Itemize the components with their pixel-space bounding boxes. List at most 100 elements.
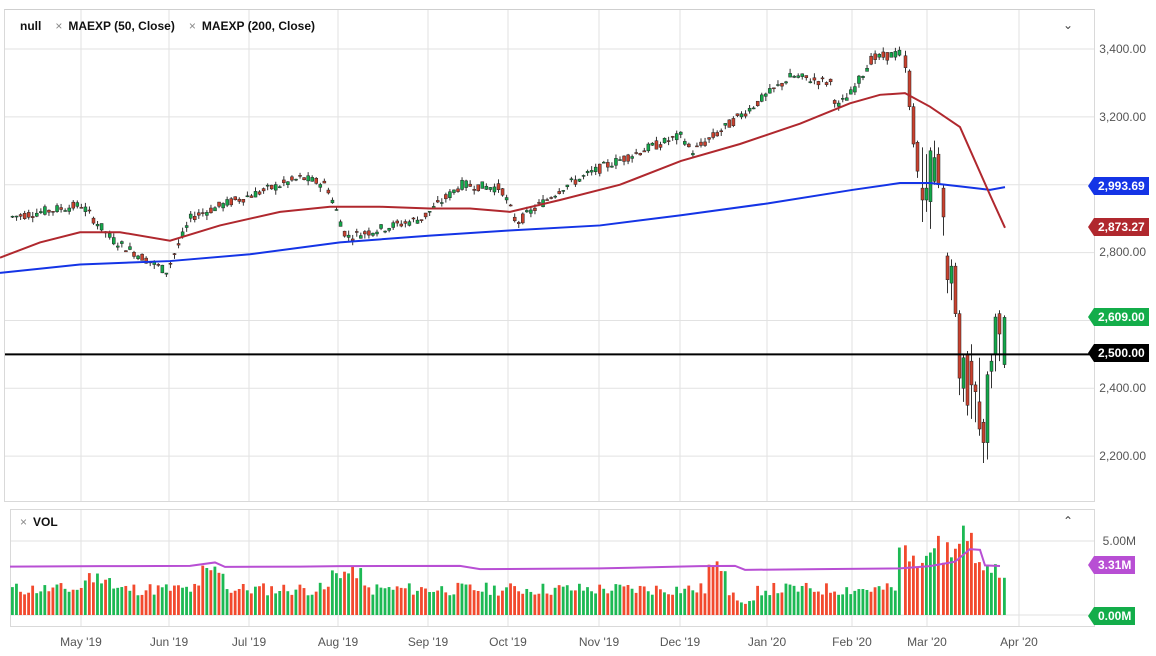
volume-bar-down xyxy=(780,592,784,615)
candle-down xyxy=(282,179,286,184)
volume-bar-up xyxy=(480,591,484,615)
candle-down xyxy=(521,213,525,224)
candle-down xyxy=(419,219,424,221)
volume-bar-up xyxy=(679,593,683,615)
remove-ma50-icon[interactable]: × xyxy=(55,19,63,33)
candle-down xyxy=(969,360,974,386)
volume-bar-up xyxy=(590,591,593,615)
volume-bar-up xyxy=(962,525,965,615)
volume-bar-down xyxy=(355,578,359,615)
date-label-mar-20: Mar '20 xyxy=(907,635,947,649)
volume-bar-down xyxy=(833,591,836,615)
remove-ma200-icon[interactable]: × xyxy=(188,19,196,33)
chevron-up-icon[interactable]: ⌃ xyxy=(1062,514,1074,528)
volume-bar-up xyxy=(205,568,209,615)
candle-up xyxy=(112,237,116,245)
candle-up xyxy=(585,171,590,174)
volume-bar-down xyxy=(812,591,816,615)
volume-bar-up xyxy=(108,578,111,615)
volume-bar-down xyxy=(598,584,602,615)
candle-down xyxy=(237,198,242,202)
volume-bar-down xyxy=(908,561,911,615)
volume-bar-up xyxy=(845,587,849,615)
candle-up xyxy=(989,360,994,372)
candle-down xyxy=(573,179,578,185)
volume-bar-down xyxy=(711,565,715,615)
candle-up xyxy=(213,207,217,212)
volume-bar-up xyxy=(67,591,71,615)
candle-down xyxy=(549,197,553,199)
volume-bar-down xyxy=(549,594,553,615)
volume-bar-up xyxy=(432,591,435,615)
candle-up xyxy=(776,84,780,86)
volume-bar-down xyxy=(290,594,294,615)
candle-down xyxy=(903,55,908,68)
volume-bar-up xyxy=(347,573,350,615)
candle-up xyxy=(464,180,468,188)
candle-up xyxy=(529,209,533,214)
volume-bar-down xyxy=(869,591,873,615)
volume-bar-down xyxy=(816,591,820,615)
candle-down xyxy=(403,221,408,224)
volume-bar-down xyxy=(821,594,824,615)
candle-down xyxy=(920,187,925,201)
volume-bar-down xyxy=(124,585,128,615)
volume-bar-down xyxy=(513,586,516,615)
candle-up xyxy=(525,210,529,213)
volume-bar-down xyxy=(946,542,949,615)
candle-down xyxy=(873,53,877,60)
volume-bar-down xyxy=(873,587,877,615)
candle-down xyxy=(399,223,404,227)
volume-bar-down xyxy=(79,587,83,615)
candle-up xyxy=(160,264,165,274)
volume-bar-down xyxy=(727,595,731,615)
volume-bar-up xyxy=(582,590,585,615)
candle-up xyxy=(274,184,278,191)
volume-bar-up xyxy=(925,555,928,615)
candle-up xyxy=(95,223,100,227)
volume-bar-down xyxy=(904,545,907,615)
volume-bar-up xyxy=(646,591,650,615)
candle-down xyxy=(945,255,950,280)
volume-bar-up xyxy=(39,591,43,615)
volume-bar-up xyxy=(861,589,865,615)
volume-bar-up xyxy=(112,588,116,615)
candle-up xyxy=(265,184,270,187)
candle-down xyxy=(51,211,55,213)
horizontal-line-tag[interactable]: 2,500.00 xyxy=(1088,344,1149,362)
candle-up xyxy=(861,75,865,78)
candle-down xyxy=(140,253,144,261)
volume-bar-down xyxy=(687,585,691,615)
volume-bar-down xyxy=(104,579,107,615)
volume-bar-up xyxy=(578,583,581,615)
remove-volume-icon[interactable]: × xyxy=(20,515,28,529)
candle-up xyxy=(747,107,752,112)
volume-bar-down xyxy=(707,564,711,615)
candle-up xyxy=(164,272,169,275)
volume-bar-up xyxy=(683,588,687,615)
volume-bar-down xyxy=(921,562,924,615)
volume-ma-line xyxy=(9,548,1001,571)
volume-bar-up xyxy=(565,585,569,615)
chevron-down-icon[interactable]: ⌄ xyxy=(1062,18,1074,32)
volume-bar-down xyxy=(545,593,549,615)
candle-down xyxy=(642,150,647,153)
candle-down xyxy=(326,189,331,194)
volume-bar-up xyxy=(452,594,456,615)
candle-down xyxy=(249,195,254,198)
candle-down xyxy=(168,262,173,265)
volume-bar-up xyxy=(213,566,217,615)
candle-down xyxy=(824,82,829,85)
candle-down xyxy=(26,212,31,218)
volume-bar-down xyxy=(998,577,1001,615)
volume-bar-up xyxy=(808,588,812,615)
volume-bar-down xyxy=(262,583,265,615)
price-tick-3400: 3,400.00 xyxy=(1099,42,1146,56)
candle-down xyxy=(217,201,221,207)
candle-down xyxy=(703,141,707,146)
volume-bar-up xyxy=(55,584,59,615)
volume-bar-down xyxy=(703,593,707,615)
volume-bar-up xyxy=(1003,577,1006,615)
candle-down xyxy=(780,83,784,87)
